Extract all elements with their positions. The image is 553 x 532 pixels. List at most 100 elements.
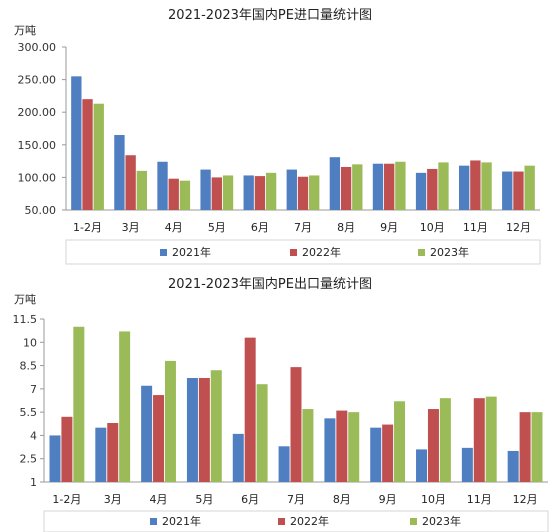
x-tick-label: 4月 <box>150 493 168 506</box>
bar-2021-8 <box>370 427 382 482</box>
bar-2022-11 <box>519 412 531 482</box>
y-tick-label: 11.5 <box>13 313 38 326</box>
chart-title: 2021-2023年国内PE进口量统计图 <box>168 7 372 23</box>
x-tick-label: 3月 <box>104 493 122 506</box>
x-tick-label: 10月 <box>420 221 445 234</box>
legend-swatch <box>410 518 417 525</box>
chart-title: 2021-2023年国内PE出口量统计图 <box>168 276 372 292</box>
bar-2021-5 <box>232 433 244 482</box>
bar-2023-9 <box>438 162 449 210</box>
legend-label: 2023年 <box>430 245 469 259</box>
x-tick-label: 8月 <box>337 221 355 234</box>
bar-2023-5 <box>256 384 268 482</box>
x-tick-label: 5月 <box>208 221 226 234</box>
y-tick-label: 5.5 <box>20 406 38 419</box>
bar-2021-11 <box>502 171 513 210</box>
y-tick-label: 2.5 <box>20 453 38 466</box>
x-tick-label: 1-2月 <box>52 493 81 506</box>
bar-2022-8 <box>382 424 394 482</box>
x-tick-label: 4月 <box>165 221 183 234</box>
bar-2022-7 <box>340 166 352 210</box>
legend-swatch <box>160 249 167 256</box>
bar-2021-7 <box>329 157 341 210</box>
bar-2023-1 <box>93 103 104 210</box>
x-tick-label: 11月 <box>463 221 488 234</box>
x-tick-label: 9月 <box>379 493 397 506</box>
bar-2021-11 <box>507 450 519 482</box>
bar-2023-6 <box>302 409 314 482</box>
bar-2021-1 <box>49 435 61 482</box>
x-tick-label: 11月 <box>467 493 492 506</box>
bar-2021-4 <box>186 377 198 482</box>
bar-2023-9 <box>439 398 451 482</box>
bar-2023-6 <box>309 175 320 210</box>
bar-2021-8 <box>372 163 384 210</box>
x-tick-label: 10月 <box>421 493 446 506</box>
bar-2021-9 <box>415 172 427 210</box>
x-tick-label: 1-2月 <box>73 221 102 234</box>
legend-box <box>65 239 541 265</box>
bar-2023-10 <box>481 162 492 210</box>
bar-2022-9 <box>427 409 439 482</box>
bar-2022-2 <box>125 155 136 210</box>
y-tick-label: 200.00 <box>18 106 57 119</box>
bar-2021-2 <box>114 135 125 210</box>
x-tick-label: 3月 <box>122 221 140 234</box>
bar-2022-3 <box>153 395 165 482</box>
bar-2021-6 <box>278 446 290 482</box>
y-tick-label: 300.00 <box>18 41 57 54</box>
x-tick-label: 8月 <box>333 493 351 506</box>
bar-2023-7 <box>348 412 360 482</box>
bar-2022-9 <box>427 168 438 210</box>
y-tick-label: 100.00 <box>18 171 57 184</box>
y-tick-label: 8.5 <box>20 360 38 373</box>
bar-2022-1 <box>61 416 73 482</box>
legend-label: 2023年 <box>422 514 461 528</box>
legend-swatch <box>418 249 425 256</box>
bar-2021-1 <box>71 76 82 210</box>
bar-2022-1 <box>82 99 93 210</box>
y-tick-label: 7 <box>30 383 37 396</box>
bar-2021-7 <box>324 418 336 482</box>
bar-2023-11 <box>524 165 535 210</box>
bar-2023-3 <box>164 360 176 482</box>
bar-2022-4 <box>211 177 222 210</box>
bar-2022-6 <box>290 367 302 482</box>
bar-2023-1 <box>73 326 85 482</box>
legend-label: 2021年 <box>172 245 211 259</box>
bar-2022-2 <box>107 423 119 482</box>
bar-2023-11 <box>531 412 543 482</box>
bar-2021-3 <box>157 161 168 210</box>
bar-2023-4 <box>210 370 222 482</box>
legend-swatch <box>290 249 297 256</box>
y-axis-label: 万吨 <box>14 24 36 37</box>
bar-2021-10 <box>458 165 470 210</box>
bar-2021-4 <box>200 169 211 210</box>
bar-2021-5 <box>243 175 254 210</box>
bar-2022-6 <box>297 176 309 210</box>
bar-2022-10 <box>473 398 485 482</box>
y-tick-label: 1 <box>30 476 37 489</box>
x-tick-label: 7月 <box>294 221 312 234</box>
bar-2023-8 <box>394 401 406 482</box>
y-tick-label: 150.00 <box>18 139 57 152</box>
bar-2022-3 <box>168 178 179 210</box>
bar-2023-5 <box>265 172 277 210</box>
bar-2021-10 <box>461 447 473 482</box>
x-tick-label: 6月 <box>241 493 259 506</box>
legend-box <box>43 510 549 532</box>
x-tick-label: 7月 <box>287 493 305 506</box>
bar-2023-4 <box>222 175 234 210</box>
legend-label: 2022年 <box>290 514 329 528</box>
bar-2022-11 <box>513 171 524 210</box>
legend-swatch <box>150 518 157 525</box>
bar-2023-7 <box>352 164 363 210</box>
x-tick-label: 6月 <box>251 221 269 234</box>
bar-2023-3 <box>179 180 191 210</box>
y-tick-label: 10 <box>23 336 37 349</box>
bar-2022-5 <box>244 337 256 482</box>
bar-2022-5 <box>254 176 266 210</box>
bar-2022-7 <box>336 410 348 482</box>
